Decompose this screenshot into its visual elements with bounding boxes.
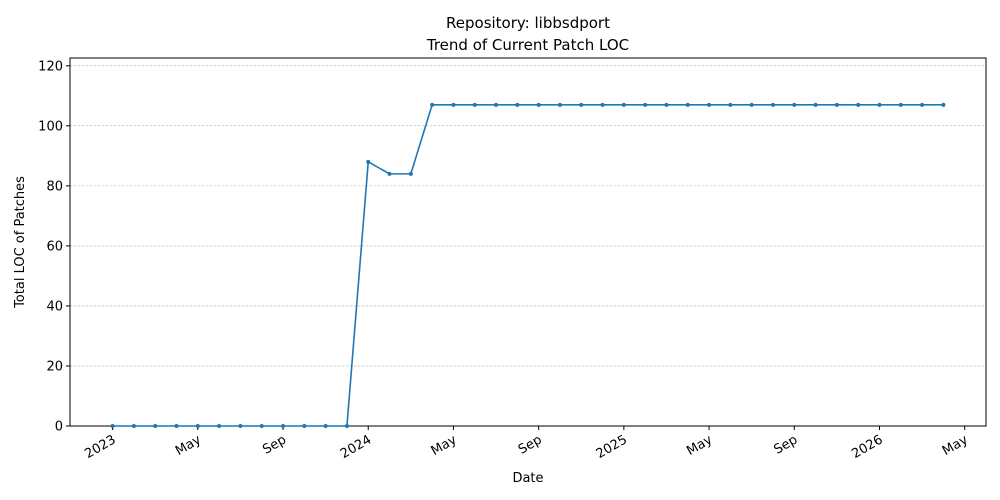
y-axis-label: Total LOC of Patches (13, 176, 28, 309)
point (472, 102, 477, 107)
point (344, 424, 349, 428)
point (259, 424, 264, 428)
point (195, 424, 200, 428)
plot-frame (69, 57, 987, 427)
x-tick-label: May (684, 432, 715, 459)
point (515, 102, 520, 107)
x-axis-label: Date (512, 471, 543, 486)
point (898, 102, 903, 107)
y-tick-label: 60 (46, 239, 63, 254)
point (153, 424, 158, 428)
point (856, 102, 861, 107)
point (621, 102, 626, 107)
y-tick-label: 100 (38, 119, 63, 134)
x-tick-label: Sep (260, 432, 289, 457)
point (110, 424, 115, 428)
point (920, 102, 925, 107)
point (238, 424, 243, 428)
x-tick-label: May (940, 432, 971, 459)
x-tick-label: May (429, 432, 460, 459)
point (728, 102, 733, 107)
point (643, 102, 648, 107)
point (749, 102, 754, 107)
point (664, 102, 669, 107)
point (430, 102, 435, 107)
point (536, 102, 541, 107)
x-tick-label: 2025 (594, 432, 630, 462)
point (451, 102, 456, 107)
point (813, 102, 818, 107)
y-tick-label: 40 (46, 299, 63, 314)
point (217, 424, 222, 428)
x-tick-label: Sep (516, 432, 545, 457)
point (174, 424, 179, 428)
point (941, 102, 946, 107)
point (557, 102, 562, 107)
point (707, 102, 712, 107)
y-tick-label: 80 (46, 179, 63, 194)
point (323, 424, 328, 428)
point (494, 102, 499, 107)
point (366, 159, 371, 164)
y-tick-label: 0 (55, 420, 63, 435)
point (685, 102, 690, 107)
point (792, 102, 797, 107)
y-tick-label: 20 (46, 359, 63, 374)
x-tick-label: May (173, 432, 204, 459)
chart-subtitle: Trend of Current Patch LOC (426, 36, 629, 54)
point (387, 171, 392, 176)
point (281, 424, 286, 428)
point (770, 102, 775, 107)
x-tick-label: Sep (772, 432, 801, 457)
point (302, 424, 307, 428)
point (600, 102, 605, 107)
point (877, 102, 882, 107)
point (834, 102, 839, 107)
x-tick-label: 2023 (82, 432, 118, 462)
x-tick-label: 2026 (849, 432, 885, 462)
x-tick-label: 2024 (338, 432, 374, 462)
chart-title: Repository: libbsdport (446, 14, 610, 32)
line-series (112, 104, 944, 427)
y-tick-label: 120 (38, 59, 63, 74)
point (408, 171, 413, 176)
point (131, 424, 136, 428)
point (579, 102, 584, 107)
